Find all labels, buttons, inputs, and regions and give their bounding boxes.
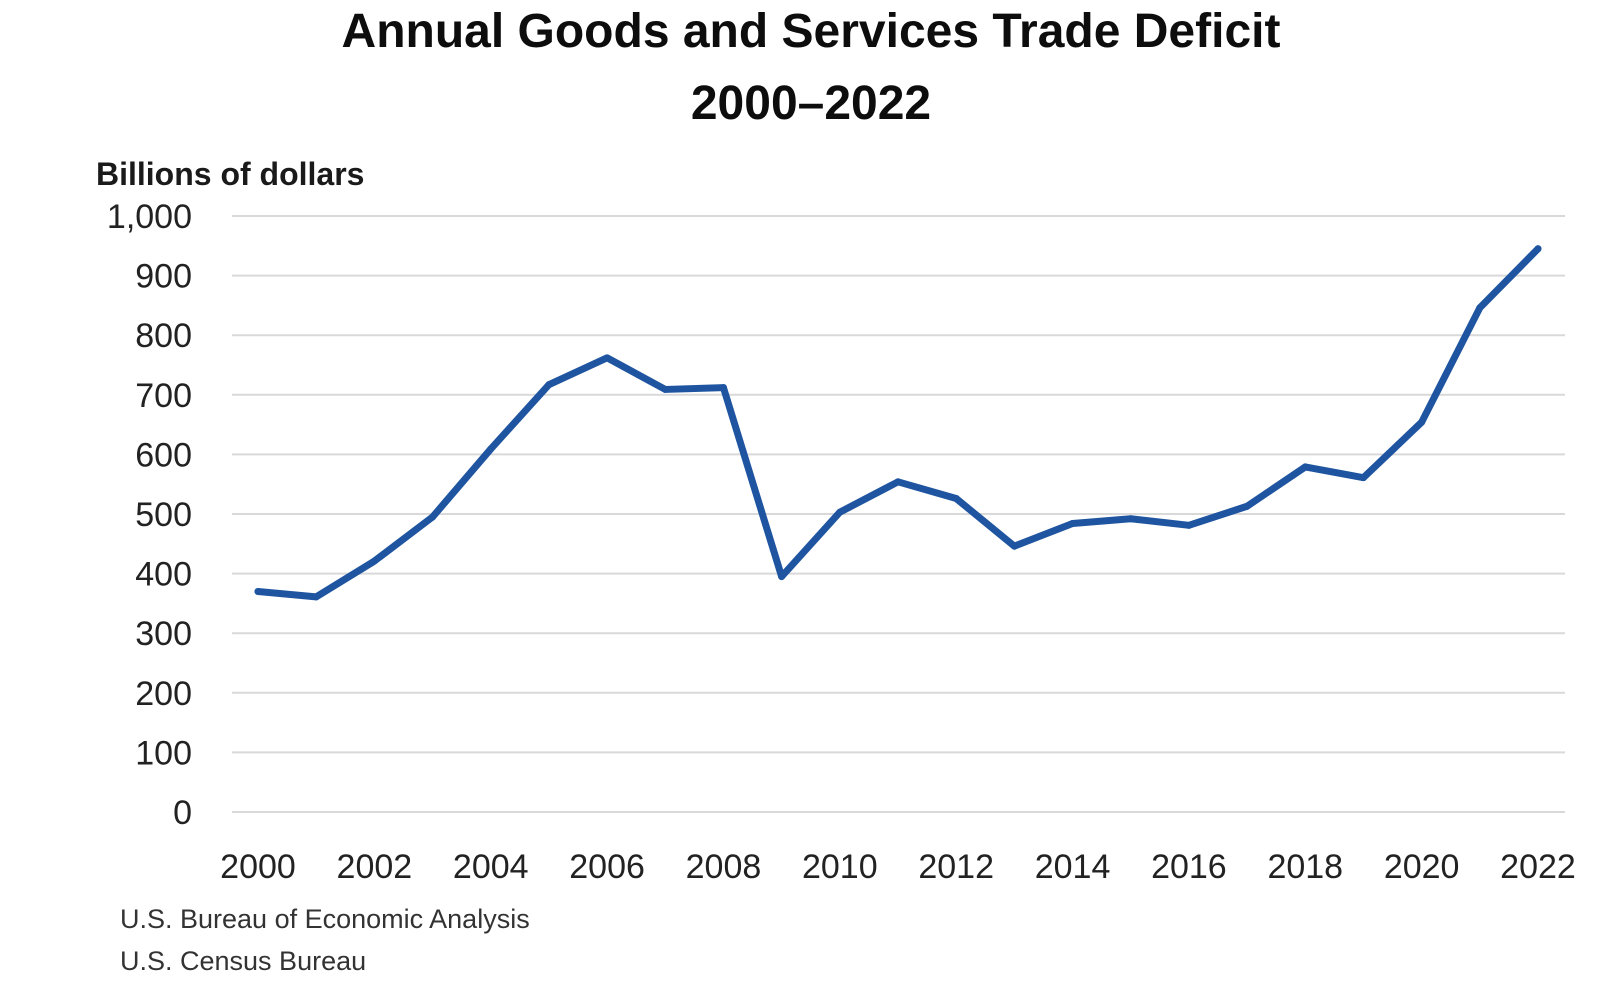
series-layer — [254, 245, 1542, 601]
x-tick-label: 2012 — [918, 848, 994, 886]
y-tick-label: 600 — [135, 436, 192, 474]
x-tick-label: 2016 — [1151, 848, 1227, 886]
x-tick-label: 2018 — [1267, 848, 1343, 886]
data-point — [1534, 245, 1542, 253]
y-tick-label: 200 — [135, 675, 192, 713]
x-tick-label: 2020 — [1384, 848, 1460, 886]
data-point — [894, 478, 902, 486]
y-tick-label: 300 — [135, 615, 192, 653]
data-point — [1359, 474, 1367, 482]
y-tick-label: 700 — [135, 377, 192, 415]
data-point — [836, 508, 844, 516]
data-point — [370, 557, 378, 565]
y-tick-label: 800 — [135, 317, 192, 355]
data-point — [778, 573, 786, 581]
x-tick-label: 2004 — [453, 848, 529, 886]
data-point — [254, 587, 262, 595]
y-tick-label: 500 — [135, 496, 192, 534]
data-point — [952, 495, 960, 503]
y-tick-label: 900 — [135, 258, 192, 296]
data-point — [661, 385, 669, 393]
data-point — [1127, 515, 1135, 523]
data-point — [545, 381, 553, 389]
x-axis-ticks: 2000 2002 2004 2006 2008 2010 2012 2014 2016 2018… — [220, 848, 1576, 886]
y-tick-label: 1,000 — [107, 198, 192, 236]
y-tick-label: 0 — [173, 794, 192, 832]
data-point — [312, 593, 320, 601]
data-point — [1069, 520, 1077, 528]
data-point — [487, 445, 495, 453]
x-tick-label: 2000 — [220, 848, 296, 886]
x-tick-label: 2022 — [1500, 848, 1576, 886]
data-point — [1476, 304, 1484, 312]
x-tick-label: 2008 — [686, 848, 762, 886]
x-tick-label: 2006 — [569, 848, 645, 886]
data-point — [1301, 463, 1309, 471]
x-tick-label: 2010 — [802, 848, 878, 886]
data-point — [603, 354, 611, 362]
data-point — [1418, 418, 1426, 426]
data-point — [1243, 502, 1251, 510]
chart-subtitle: 2000–2022 — [690, 77, 932, 130]
y-tick-label: 100 — [135, 734, 192, 772]
y-axis-label: Billions of dollars — [96, 156, 365, 192]
gridlines — [232, 215, 1565, 813]
source-bea: U.S. Bureau of Economic Analysis — [120, 904, 530, 934]
data-point — [1010, 542, 1018, 550]
data-point — [429, 513, 437, 521]
data-point — [719, 384, 727, 392]
series-line — [254, 245, 1542, 601]
y-tick-label: 400 — [135, 556, 192, 594]
x-tick-label: 2002 — [337, 848, 413, 886]
chart-title: Annual Goods and Services Trade Deficit — [341, 5, 1281, 58]
y-axis-ticks: 0 100 200 300 400 500 600 700 800 900 1,000 — [107, 198, 192, 832]
x-tick-label: 2014 — [1035, 848, 1111, 886]
source-census: U.S. Census Bureau — [120, 946, 367, 976]
data-point — [1185, 521, 1193, 529]
